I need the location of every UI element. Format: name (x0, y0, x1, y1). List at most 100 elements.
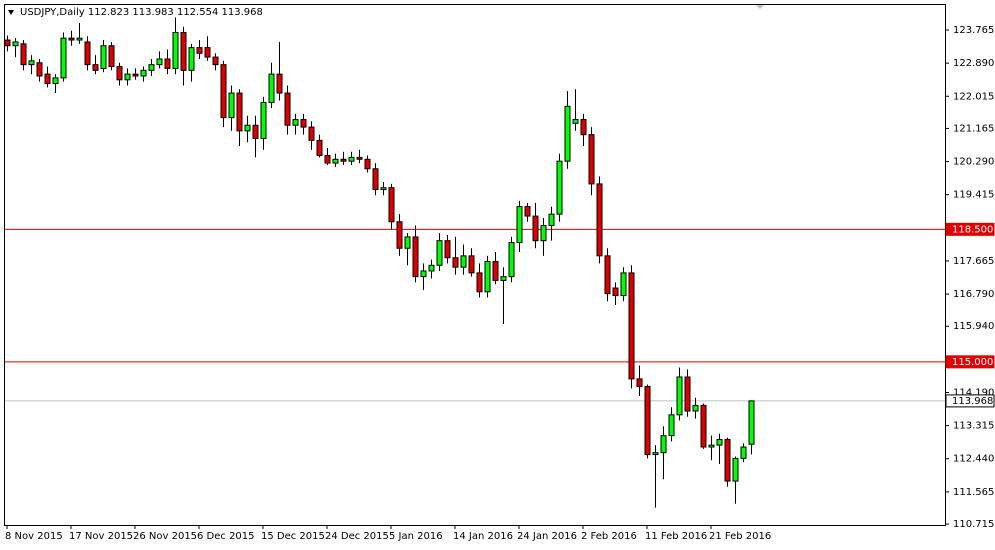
x-tick-label: 17 Nov 2015 (69, 531, 133, 542)
candle-body (252, 124, 259, 139)
candle-body (500, 276, 507, 281)
y-tick-label: 120.290 (953, 157, 994, 168)
x-tick-label: 26 Nov 2015 (133, 531, 197, 542)
candle-body (428, 264, 435, 272)
menu-arrow[interactable] (8, 10, 14, 15)
level-label: 118.500 (952, 224, 993, 235)
candle-body (172, 31, 179, 69)
candle-body (524, 206, 531, 217)
candle-body (620, 272, 627, 297)
y-tick-label: 114.190 (953, 387, 994, 398)
candle-body (332, 158, 339, 164)
level-label-box (945, 394, 995, 408)
y-tick-label: 117.665 (953, 256, 994, 267)
plot-border (4, 4, 946, 526)
candle-body (660, 435, 667, 454)
candle-body (284, 92, 291, 126)
x-tick-label: 8 Nov 2015 (5, 531, 63, 542)
x-tick-label: 24 Dec 2015 (325, 531, 389, 542)
candle-body (724, 438, 731, 482)
candle-body (492, 261, 499, 281)
x-tick-label: 6 Dec 2015 (197, 531, 255, 542)
candle-body (196, 47, 203, 54)
candle-body (700, 404, 707, 448)
candle-body (20, 43, 27, 66)
candle-body (580, 119, 587, 136)
candle-body (732, 457, 739, 482)
candle-body (260, 102, 267, 139)
candle-body (556, 160, 563, 215)
candle-body (28, 60, 35, 66)
y-tick-label: 123.765 (953, 25, 994, 36)
plot-area (4, 17, 945, 508)
candle-body (452, 257, 459, 268)
candle-body (228, 92, 235, 119)
x-tick-label: 21 Feb 2016 (709, 531, 771, 542)
level-label: 115.000 (952, 357, 993, 368)
candle-body (396, 221, 403, 249)
candle-body (388, 187, 395, 223)
candle-body (324, 155, 331, 164)
candle-body (364, 158, 371, 170)
level-label-box (945, 355, 995, 369)
candle-body (740, 446, 747, 459)
candle-body (468, 255, 475, 274)
candle-body (276, 73, 283, 94)
x-tick-label: 15 Dec 2015 (261, 531, 325, 542)
candle-body (244, 124, 251, 132)
candle-body (676, 376, 683, 416)
candle-body (516, 206, 523, 244)
candle-body (476, 272, 483, 293)
candle-body (60, 37, 67, 79)
x-tick-label: 11 Feb 2016 (645, 531, 707, 542)
candle-body (708, 444, 715, 448)
candle-body (540, 225, 547, 242)
candle-body (52, 77, 59, 85)
candle-body (588, 134, 595, 185)
candle-body (628, 272, 635, 380)
level-label-box (945, 222, 995, 236)
candle-body (316, 139, 323, 157)
x-tick-label: 2 Feb 2016 (581, 531, 637, 542)
candle-body (140, 69, 147, 77)
candle-body (4, 39, 11, 47)
candle-body (508, 242, 515, 278)
candle-body (204, 47, 211, 58)
candle-body (236, 92, 243, 132)
y-tick-label: 110.715 (953, 519, 994, 530)
candle-body (444, 240, 451, 259)
y-tick-label: 116.790 (953, 289, 994, 300)
x-tick-label: 14 Jan 2016 (453, 531, 513, 542)
candle-body (340, 158, 347, 162)
candle-body (564, 105, 571, 162)
candle-body (604, 255, 611, 295)
y-tick-label: 122.890 (953, 58, 994, 69)
candle-body (668, 414, 675, 437)
candle-body (348, 156, 355, 162)
candle-body (436, 240, 443, 266)
candle-body (372, 168, 379, 191)
candle-body (148, 64, 155, 71)
candle-body (548, 213, 555, 227)
candle-body (180, 31, 187, 71)
candle-body (12, 41, 19, 47)
candle-body (308, 126, 315, 141)
shift-marker (755, 4, 765, 9)
candle-body (76, 37, 83, 41)
candle-body (652, 452, 659, 456)
candle-body (132, 73, 139, 77)
y-tick-label: 111.565 (953, 487, 994, 498)
candle-body (716, 438, 723, 446)
y-tick-label: 122.015 (953, 91, 994, 102)
candle-body (684, 376, 691, 412)
candle-body (188, 47, 195, 71)
x-tick-label: 5 Jan 2016 (389, 531, 443, 542)
candle-body (100, 45, 107, 69)
candle-body (532, 215, 539, 242)
y-tick-label: 115.940 (953, 321, 994, 332)
candle-body (572, 119, 579, 124)
candle-body (44, 73, 51, 85)
candle-body (220, 64, 227, 119)
candle-body (644, 385, 651, 456)
